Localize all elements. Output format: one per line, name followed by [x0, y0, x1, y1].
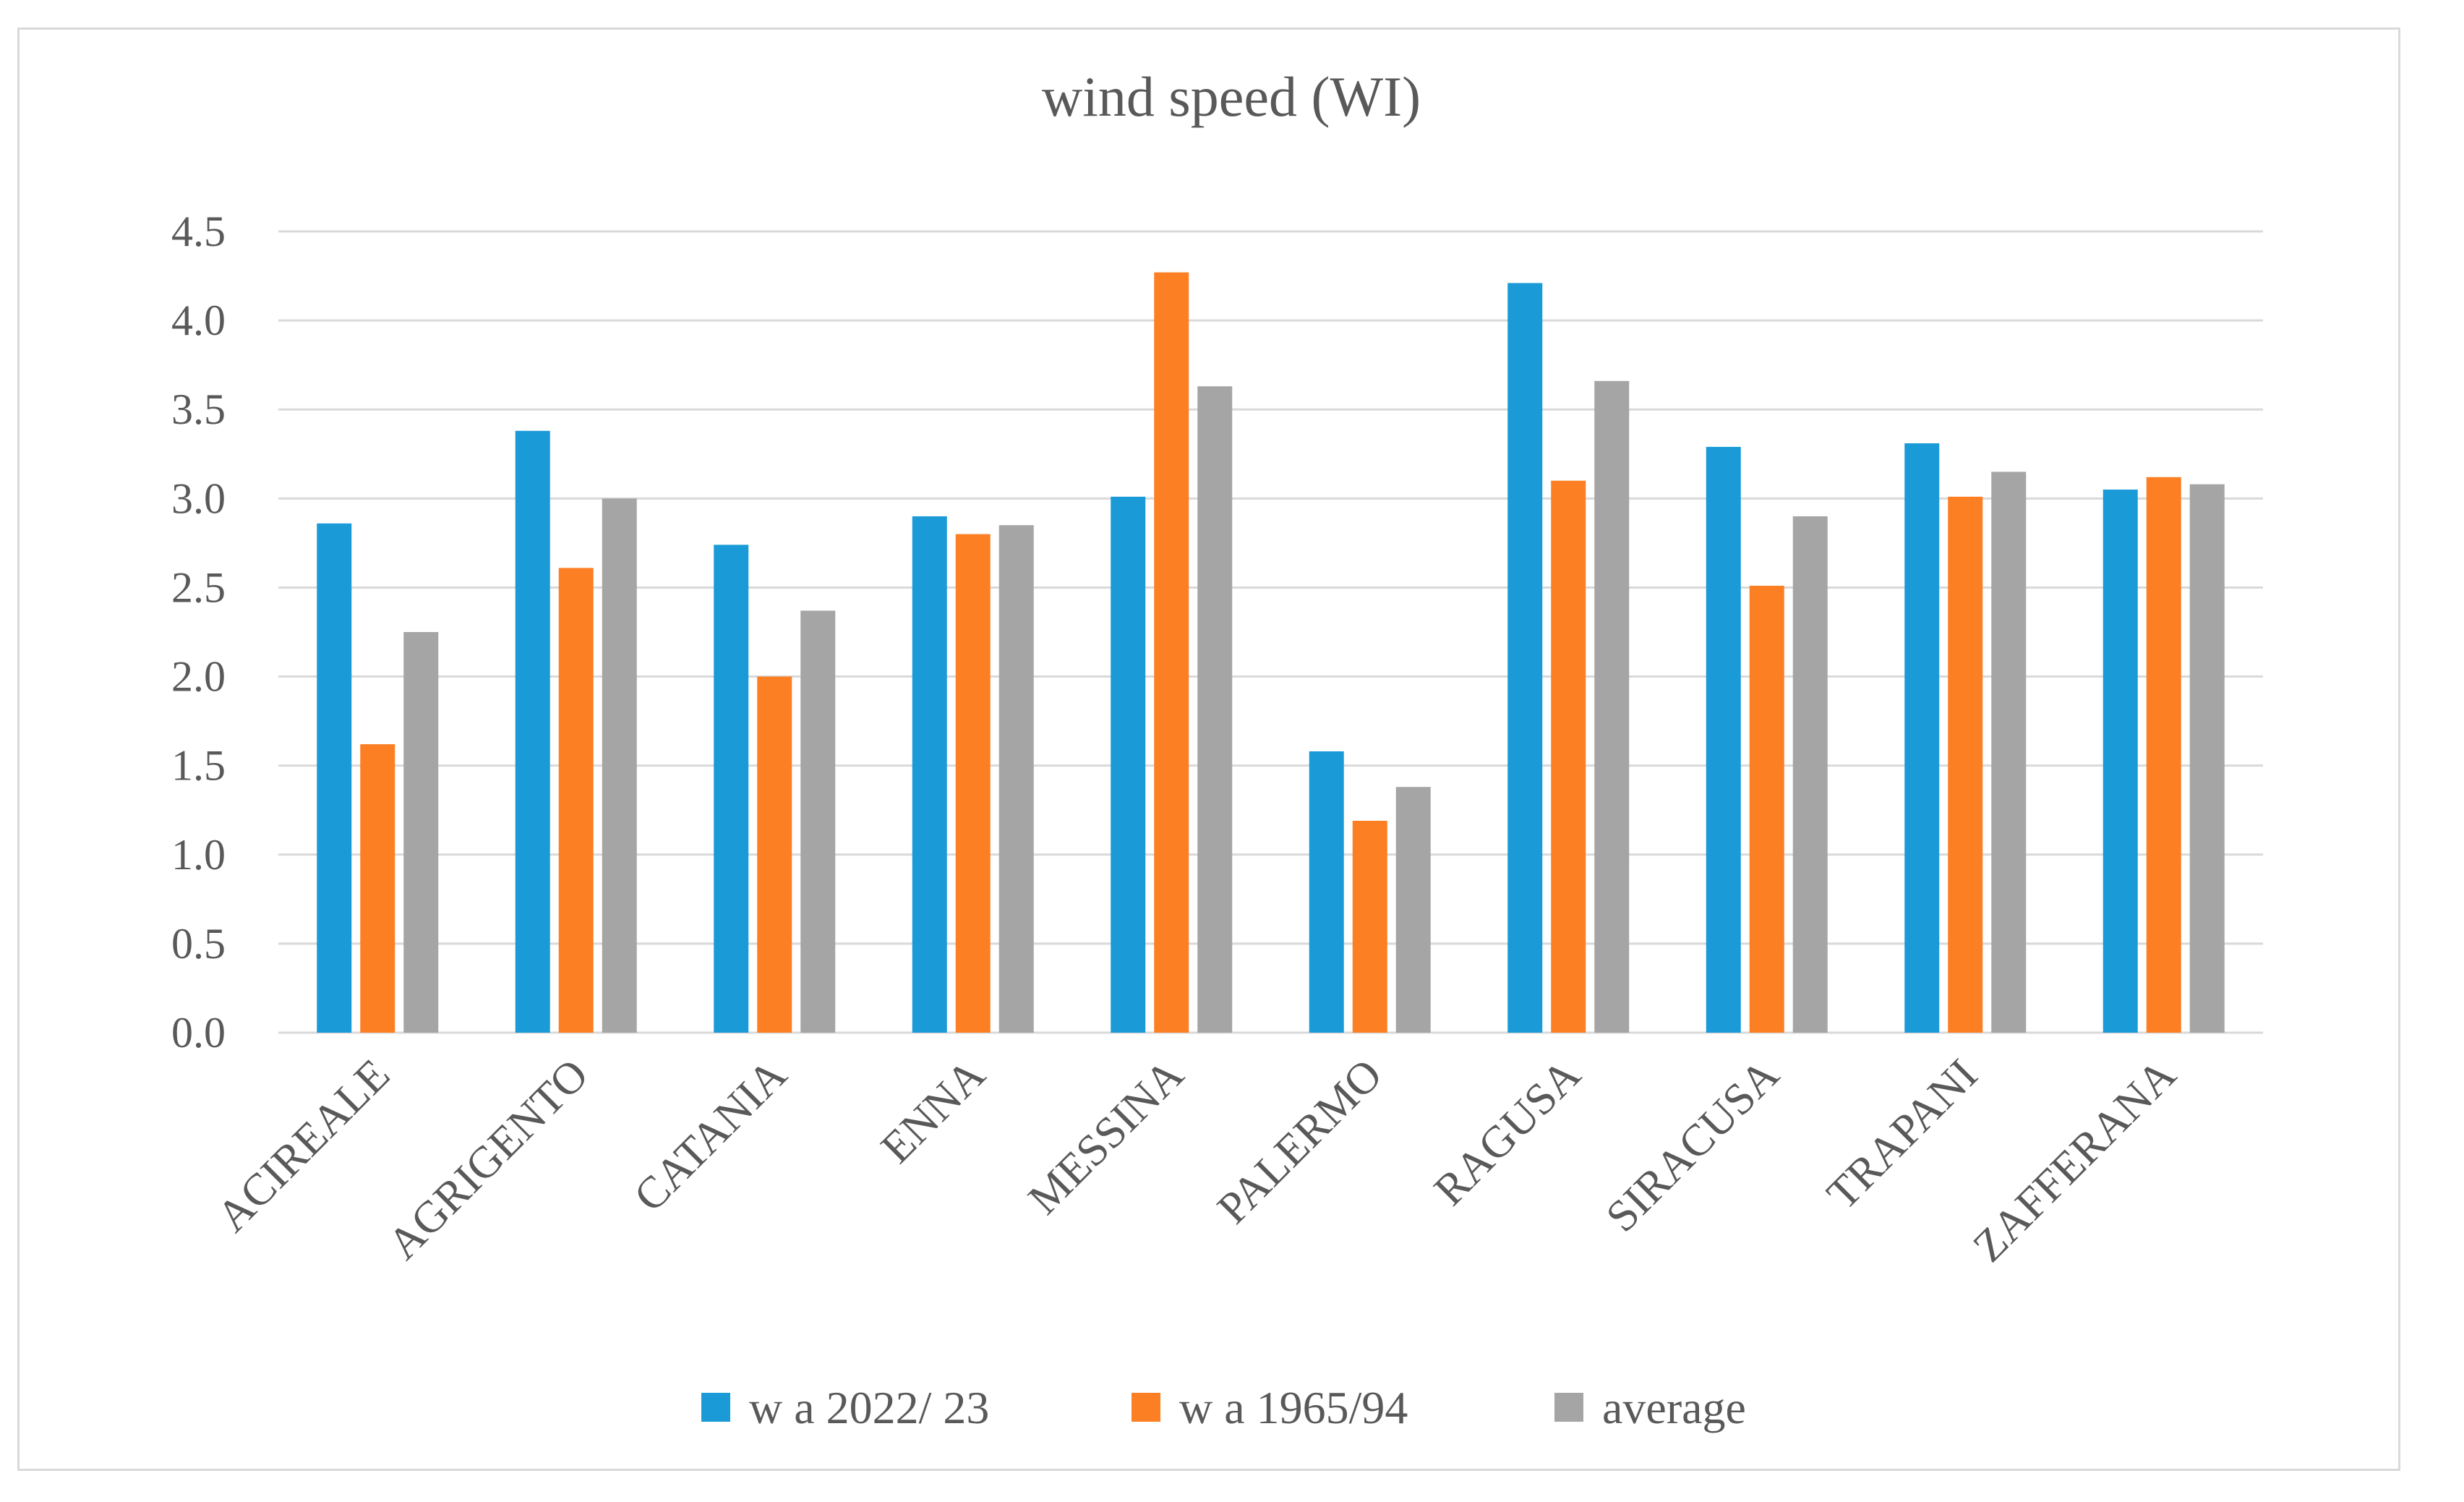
x-category-label: PALERMO [1208, 1050, 1392, 1234]
legend-label: average [1602, 1382, 1746, 1433]
bar-siracusa-series-3 [1792, 516, 1828, 1033]
x-category-label: MESSINA [1019, 1050, 1194, 1224]
y-tick-label: 0.5 [171, 920, 226, 968]
legend-swatch [1554, 1393, 1583, 1422]
bar-trapani-series-1 [1904, 443, 1940, 1033]
bar-acireale-series-3 [403, 632, 439, 1033]
bar-messina-series-1 [1111, 496, 1146, 1033]
bar-palermo-series-2 [1352, 820, 1387, 1033]
bar-enna-series-1 [912, 516, 947, 1033]
x-category-label: ENNA [872, 1050, 995, 1173]
bar-trapani-series-3 [1991, 471, 2027, 1033]
legend-swatch [701, 1393, 730, 1422]
x-category-label: ACIREALE [208, 1050, 399, 1242]
bar-messina-series-2 [1154, 272, 1189, 1033]
x-category-label: AGRIGENTO [379, 1050, 598, 1269]
chart-title: wind speed (WI) [1042, 65, 1421, 128]
bar-messina-series-3 [1197, 386, 1233, 1033]
bar-palermo-series-3 [1395, 787, 1431, 1033]
x-category-label: TRAPANI [1818, 1050, 1987, 1219]
y-tick-label: 4.5 [171, 208, 226, 255]
y-tick-label: 0.0 [171, 1009, 226, 1057]
legend-label: w a 2022/ 23 [749, 1382, 989, 1433]
y-tick-label: 1.0 [171, 831, 226, 879]
bar-catania-series-3 [800, 610, 836, 1033]
bar-agrigento-series-3 [602, 498, 637, 1033]
x-category-label: ZAFFERANA [1964, 1050, 2185, 1271]
y-tick-label: 2.0 [171, 653, 226, 701]
legend-swatch [1132, 1393, 1160, 1422]
bar-ragusa-series-1 [1507, 283, 1543, 1033]
bar-ragusa-series-2 [1551, 480, 1586, 1033]
bar-acireale-series-1 [317, 523, 352, 1033]
x-category-label: RAGUSA [1425, 1050, 1591, 1216]
bar-zafferana-series-1 [2102, 490, 2138, 1033]
bar-enna-series-2 [955, 534, 991, 1033]
y-tick-label: 3.0 [171, 474, 226, 522]
bar-palermo-series-1 [1309, 751, 1344, 1033]
bar-agrigento-series-1 [515, 430, 550, 1033]
x-category-label: CATANIA [625, 1050, 796, 1221]
y-tick-label: 1.5 [171, 742, 226, 790]
y-tick-label: 3.5 [171, 385, 226, 433]
bar-ragusa-series-3 [1594, 380, 1630, 1033]
bar-zafferana-series-3 [2189, 484, 2225, 1033]
y-tick-label: 4.0 [171, 296, 226, 344]
bar-enna-series-3 [998, 525, 1034, 1033]
bar-trapani-series-2 [1948, 496, 1983, 1033]
x-category-label: SIRACUSA [1597, 1050, 1789, 1242]
legend: w a 2022/ 23 w a 1965/94 average [701, 1382, 1746, 1433]
legend-label: w a 1965/94 [1179, 1382, 1408, 1433]
bar-zafferana-series-2 [2146, 477, 2181, 1033]
bar-siracusa-series-1 [1706, 446, 1741, 1033]
bar-siracusa-series-2 [1749, 585, 1784, 1033]
bar-acireale-series-2 [360, 744, 395, 1033]
bar-catania-series-2 [757, 676, 792, 1033]
bar-agrigento-series-2 [558, 568, 594, 1033]
bars [317, 272, 2225, 1033]
bar-catania-series-1 [714, 545, 749, 1033]
y-tick-label: 2.5 [171, 563, 226, 611]
y-axis-ticks: 0.0 0.5 1.0 1.5 2.0 2.5 3.0 3.5 4.0 4.5 [171, 208, 226, 1057]
